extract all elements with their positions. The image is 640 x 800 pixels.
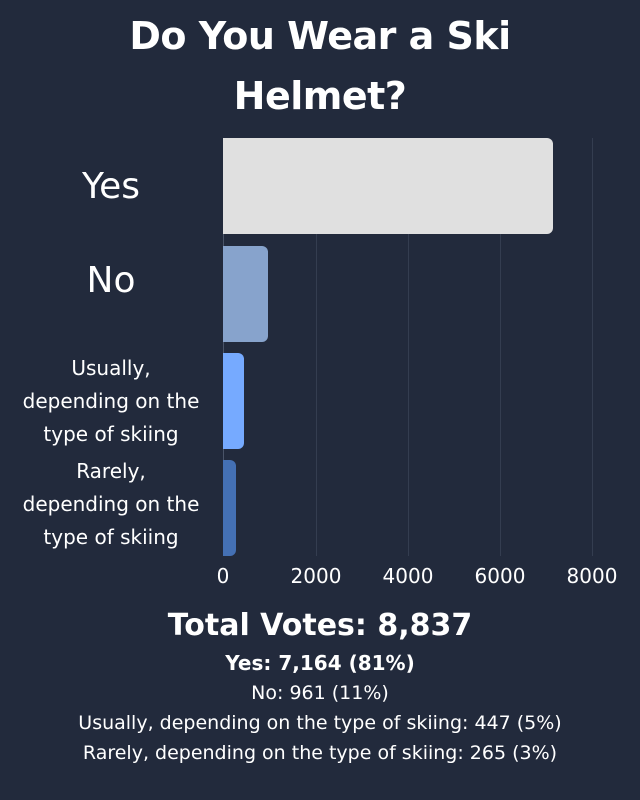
gridline-6000 <box>500 138 501 556</box>
bar-rarely[interactable] <box>223 460 236 556</box>
summary-row: Usually, depending on the type of skiing… <box>78 712 562 734</box>
chart-title: Do You Wear a Ski Helmet? <box>0 6 640 126</box>
x-tick-2000: 2000 <box>290 564 342 588</box>
bar-usually[interactable] <box>223 353 244 449</box>
category-label-usually-line: Usually, <box>71 355 151 380</box>
category-label-usually-line: depending on the <box>22 388 200 413</box>
category-label-usually-line: type of skiing <box>43 421 179 446</box>
y-axis-line <box>223 138 224 556</box>
x-tick-0: 0 <box>216 564 230 588</box>
x-tick-6000: 6000 <box>474 564 526 588</box>
chart-title-line-1: Do You Wear a Ski <box>129 14 511 58</box>
category-label-rarely-line: depending on the <box>22 491 200 516</box>
category-label-rarely-line: type of skiing <box>43 524 179 549</box>
category-label-yes: Yes <box>81 165 141 207</box>
top-answer: Yes: 7,164 (81%) <box>225 651 415 675</box>
category-label-rarely: Rarely, depending on the type of skiing <box>0 454 222 554</box>
plot-area <box>223 138 623 556</box>
chart-title-line-2: Helmet? <box>233 74 407 118</box>
gridline-8000 <box>592 138 593 556</box>
x-tick-8000: 8000 <box>566 564 618 588</box>
x-tick-4000: 4000 <box>382 564 434 588</box>
bar-yes[interactable] <box>223 138 553 234</box>
vote-summary: Total Votes: 8,837 Yes: 7,164 (81%) No: … <box>0 604 640 768</box>
summary-row: Rarely, depending on the type of skiing:… <box>82 742 558 764</box>
bar-no[interactable] <box>223 246 268 342</box>
gridline-2000 <box>316 138 317 556</box>
category-label-no: No <box>86 259 136 301</box>
category-label-usually: Usually, depending on the type of skiing <box>0 351 222 451</box>
summary-row: No: 961 (11%) <box>251 682 389 704</box>
total-votes: Total Votes: 8,837 <box>167 608 473 643</box>
category-label-rarely-line: Rarely, <box>76 458 146 483</box>
gridline-4000 <box>408 138 409 556</box>
